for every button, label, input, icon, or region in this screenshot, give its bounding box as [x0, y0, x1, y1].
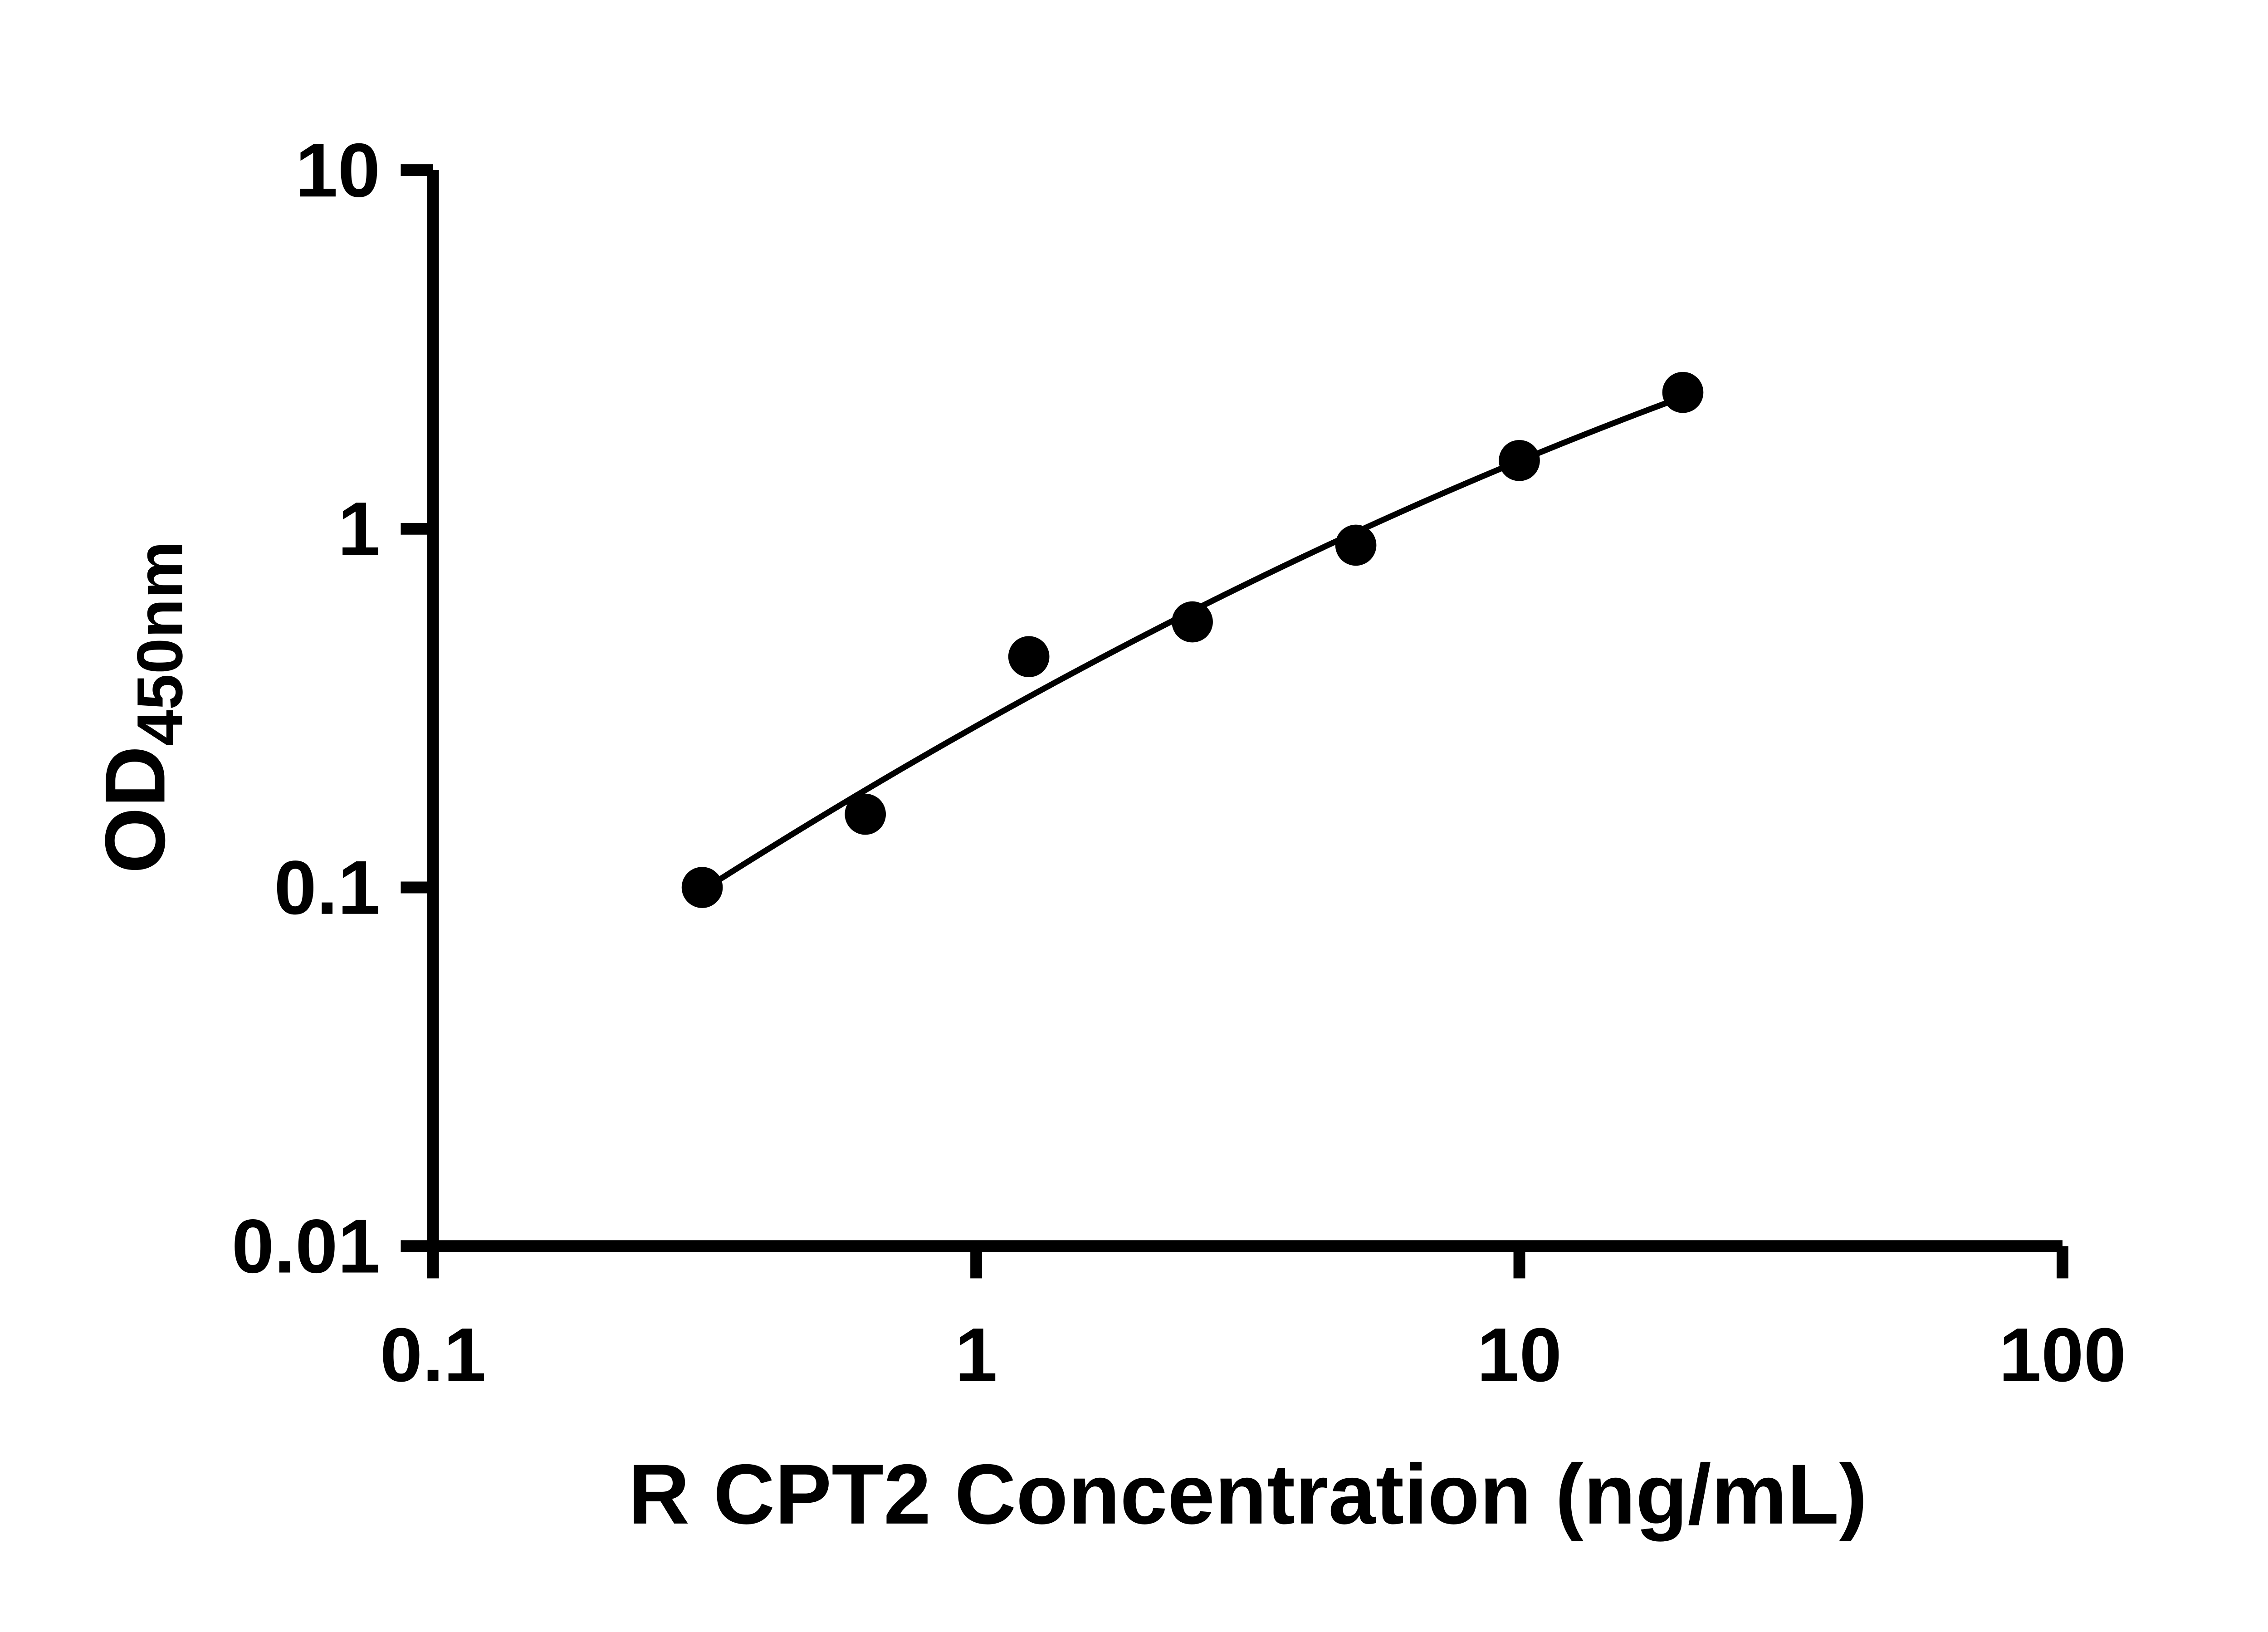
x-tick-label: 0.1: [380, 1312, 486, 1397]
data-point: [1662, 371, 1704, 413]
x-tick-label: 10: [1477, 1312, 1562, 1397]
tick-labels: 0.1 1 10 100 0.01 0.1 1 10: [232, 127, 2126, 1397]
data-point: [1008, 636, 1050, 678]
y-axis-title-subscript: 450nm: [124, 541, 196, 746]
data-series: [681, 371, 1704, 908]
x-axis-title: R CPT2 Concentration (ng/mL): [628, 1446, 1867, 1542]
y-tick-label: 1: [338, 486, 381, 572]
y-tick-label: 0.01: [232, 1203, 381, 1289]
axis-ticks: [401, 164, 2068, 1279]
data-point: [1335, 524, 1377, 566]
data-point: [681, 867, 723, 908]
data-point: [845, 793, 886, 835]
y-tick-label: 10: [295, 127, 380, 213]
axes: [427, 170, 2063, 1252]
x-tick-label: 100: [1999, 1312, 2126, 1397]
data-point: [1499, 440, 1540, 481]
x-tick-label: 1: [955, 1312, 997, 1397]
y-axis-title: OD450nm: [87, 541, 196, 874]
y-tick-label: 0.1: [274, 845, 380, 930]
y-axis-title-main: OD: [87, 746, 182, 874]
data-point: [1172, 601, 1213, 643]
